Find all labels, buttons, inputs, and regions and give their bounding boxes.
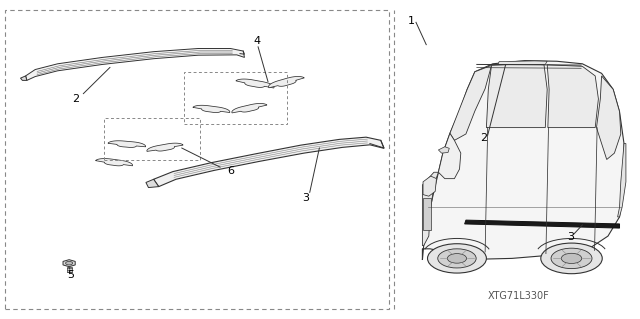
Polygon shape xyxy=(193,105,230,113)
Polygon shape xyxy=(422,172,438,246)
Bar xyxy=(5,10,389,309)
Polygon shape xyxy=(108,141,146,147)
Text: 2: 2 xyxy=(480,133,488,143)
Polygon shape xyxy=(450,65,492,140)
Circle shape xyxy=(66,262,73,265)
Text: 5: 5 xyxy=(67,270,74,280)
Polygon shape xyxy=(596,76,621,160)
Polygon shape xyxy=(498,61,547,64)
Polygon shape xyxy=(147,143,183,152)
Polygon shape xyxy=(26,48,244,80)
Circle shape xyxy=(428,244,486,273)
Polygon shape xyxy=(236,79,274,88)
Text: XTG71L330F: XTG71L330F xyxy=(488,292,549,301)
Polygon shape xyxy=(465,220,620,228)
Circle shape xyxy=(561,253,582,263)
Polygon shape xyxy=(95,159,132,166)
Text: 3: 3 xyxy=(302,193,308,203)
Polygon shape xyxy=(232,103,267,113)
Text: 1: 1 xyxy=(408,16,415,26)
Circle shape xyxy=(541,243,602,274)
Polygon shape xyxy=(154,137,384,187)
Polygon shape xyxy=(63,260,76,267)
Polygon shape xyxy=(423,176,436,196)
Polygon shape xyxy=(547,65,598,128)
Text: 6: 6 xyxy=(227,166,234,176)
Text: 2: 2 xyxy=(72,94,79,104)
Polygon shape xyxy=(486,64,547,128)
Polygon shape xyxy=(269,77,304,88)
Polygon shape xyxy=(422,61,624,260)
Text: 3: 3 xyxy=(568,232,574,242)
Bar xyxy=(184,72,287,124)
Bar xyxy=(104,118,200,160)
Polygon shape xyxy=(146,179,159,188)
Polygon shape xyxy=(438,133,461,179)
Polygon shape xyxy=(618,144,626,217)
Circle shape xyxy=(551,248,592,269)
Polygon shape xyxy=(438,147,449,153)
Circle shape xyxy=(447,254,467,263)
Circle shape xyxy=(438,249,476,268)
Polygon shape xyxy=(20,76,27,80)
Text: 4: 4 xyxy=(253,36,261,46)
Bar xyxy=(423,198,431,230)
Bar xyxy=(67,267,72,272)
